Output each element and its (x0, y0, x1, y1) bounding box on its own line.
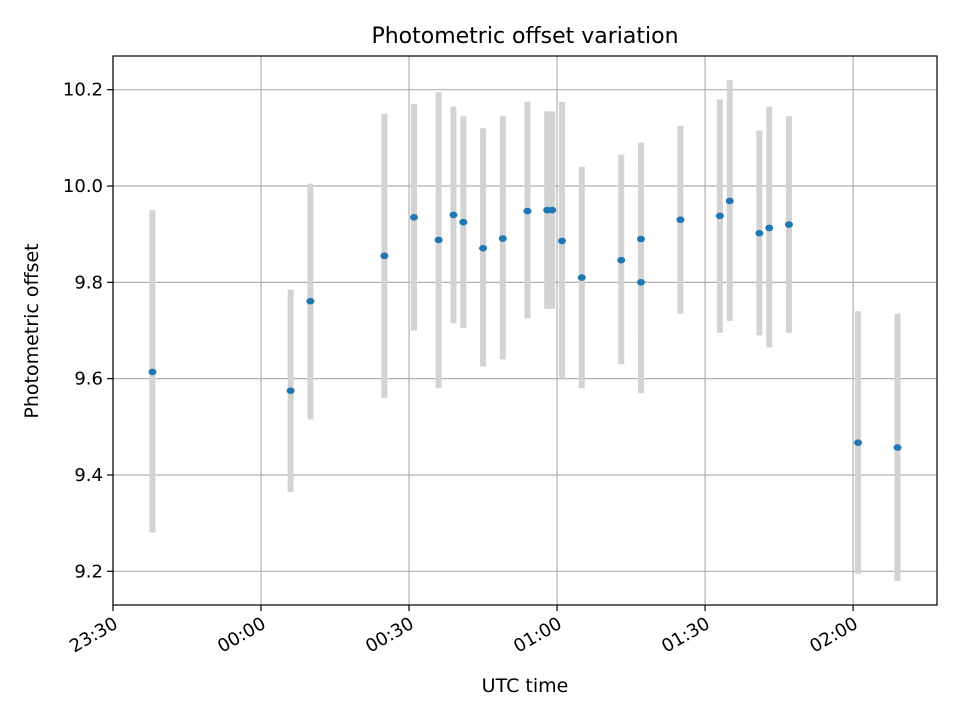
data-point (725, 197, 734, 205)
data-point (459, 218, 468, 226)
data-point (558, 237, 567, 245)
data-points (148, 197, 902, 451)
y-tick-label: 10.0 (63, 176, 103, 197)
data-point (577, 274, 586, 281)
y-axis: 9.2 9.4 9.6 9.8 10.0 10.2 (63, 80, 113, 582)
data-point (636, 279, 645, 286)
plot-frame (112, 55, 938, 606)
data-point (548, 206, 557, 214)
data-point (479, 244, 488, 252)
data-point (434, 236, 443, 244)
data-point (765, 224, 774, 232)
data-point (498, 235, 507, 242)
data-point (676, 216, 685, 224)
data-point (784, 221, 793, 228)
grid (112, 56, 937, 605)
data-point (380, 252, 389, 260)
x-axis-label: UTC time (482, 675, 569, 697)
data-point (636, 235, 645, 243)
data-point (755, 229, 764, 237)
data-point (409, 214, 418, 221)
data-point (854, 439, 863, 447)
y-tick-label: 9.8 (74, 272, 103, 293)
y-tick-label: 9.2 (74, 561, 103, 582)
data-point (617, 256, 626, 264)
data-point (523, 207, 532, 215)
y-tick-label: 9.6 (74, 369, 103, 390)
data-point (449, 211, 458, 219)
chart-title: Photometric offset variation (371, 24, 678, 49)
data-point (148, 368, 157, 376)
data-point (306, 297, 315, 305)
data-point (286, 387, 295, 394)
y-tick-label: 10.2 (63, 80, 103, 101)
data-point (893, 444, 902, 451)
data-point (715, 212, 724, 220)
y-axis-label: Photometric offset (21, 243, 43, 418)
y-tick-label: 9.4 (74, 465, 103, 486)
